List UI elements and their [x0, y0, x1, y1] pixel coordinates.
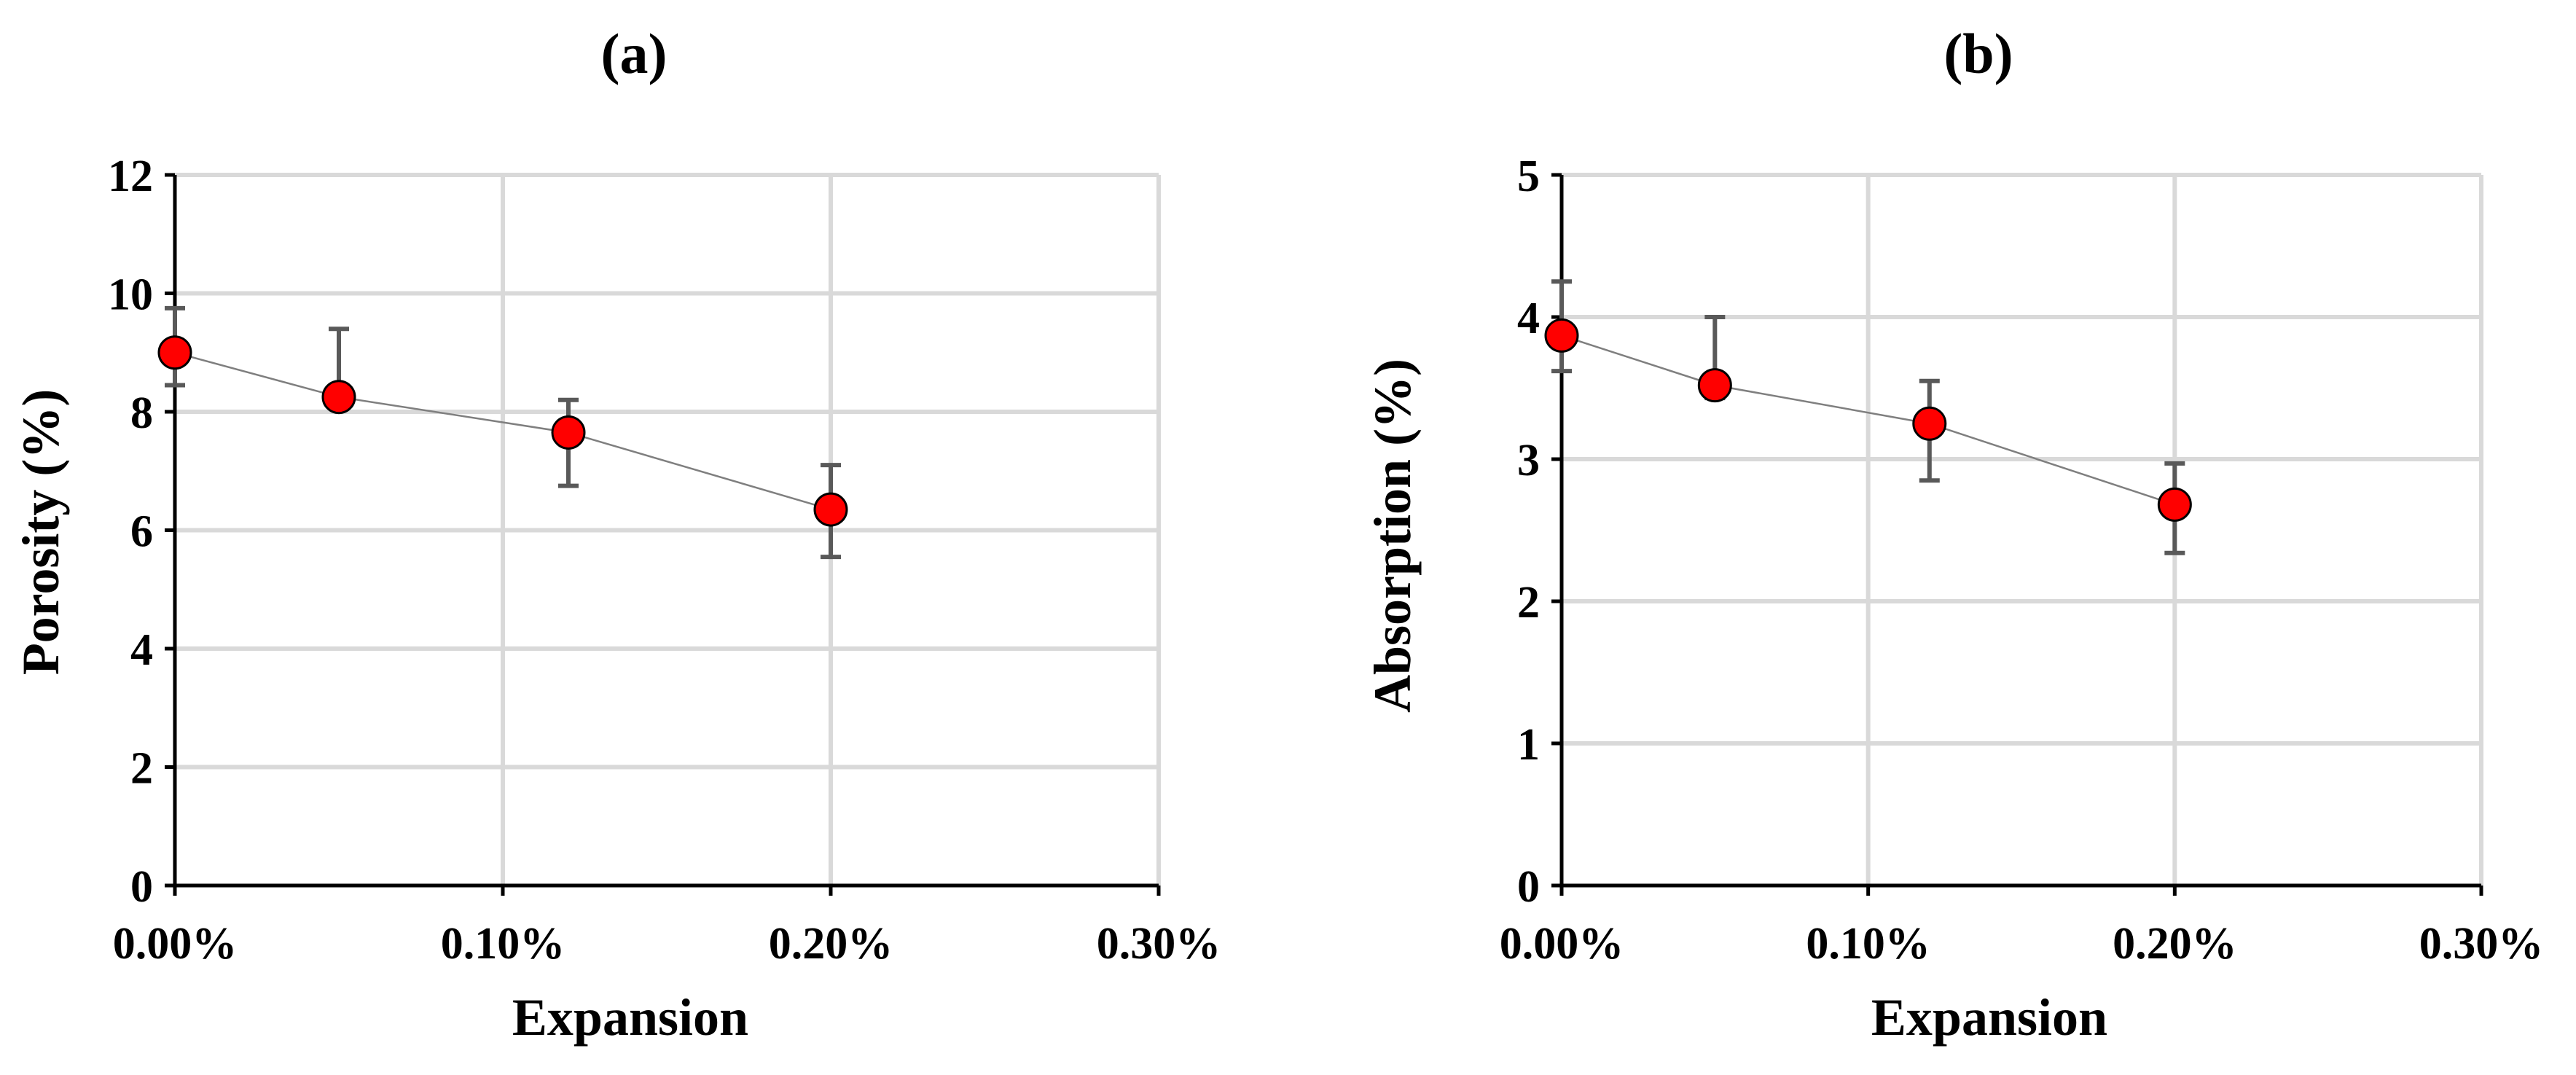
data-point	[2157, 487, 2192, 522]
y-tick-label: 8	[130, 388, 153, 438]
panel-a-x-axis-label: Expansion	[512, 988, 748, 1047]
panel-a-y-ticks: 0 2 4 6 8 10 12	[108, 152, 175, 912]
y-tick-label: 10	[108, 270, 153, 320]
x-tick-label: 0.10%	[1806, 919, 1930, 969]
panel-b-y-ticks: 0 1 2 3 4 5	[1517, 152, 1562, 912]
data-point	[321, 380, 356, 415]
x-tick-label: 0.00%	[113, 919, 238, 969]
y-tick-label: 0	[130, 862, 153, 912]
y-tick-label: 3	[1517, 436, 1540, 485]
panel-b-series	[1544, 279, 2192, 555]
panel-b-grid	[1562, 173, 2483, 886]
y-tick-label: 0	[1517, 862, 1540, 912]
x-tick-label: 0.00%	[1500, 919, 1624, 969]
x-tick-label: 0.20%	[2113, 919, 2237, 969]
data-point	[157, 335, 192, 370]
x-tick-label: 0.20%	[769, 919, 893, 969]
y-tick-label: 4	[1517, 294, 1540, 343]
y-tick-label: 4	[130, 625, 153, 675]
y-tick-label: 12	[108, 152, 153, 201]
panel-a-series	[157, 305, 848, 560]
y-tick-label: 1	[1517, 720, 1540, 770]
data-point	[813, 492, 848, 527]
panel-b-title: (b)	[1943, 22, 2013, 85]
panel-b-x-ticks: 0.00% 0.10% 0.20% 0.30%	[1500, 886, 2544, 969]
y-tick-label: 2	[130, 744, 153, 794]
data-point	[1697, 368, 1732, 403]
data-point	[1544, 318, 1579, 353]
panel-a-x-ticks: 0.00% 0.10% 0.20% 0.30%	[113, 886, 1221, 969]
panel-a-title: (a)	[601, 22, 668, 85]
series-line	[1561, 335, 2175, 506]
x-tick-label: 0.10%	[441, 919, 565, 969]
y-tick-label: 2	[1517, 578, 1540, 628]
y-tick-label: 6	[130, 507, 153, 557]
panel-a-y-axis-label: Porosity (%)	[12, 389, 70, 676]
panel-b-axes	[1559, 175, 2481, 888]
series-line	[174, 351, 831, 511]
x-tick-label: 0.30%	[1097, 919, 1221, 969]
panel-b: (b) 0 1 2 3 4 5 0.00% 0.10% 0.20% 0.30% Expansio…	[1363, 22, 2543, 1047]
panel-a: (a) 0 2 4 6 8 10 12 0.00% 0.10% 0.20% 0.30% Expan…	[12, 22, 1221, 1047]
panel-a-grid	[175, 173, 1161, 886]
panel-b-y-axis-label: Absorption (%)	[1363, 359, 1422, 713]
data-point	[551, 415, 586, 450]
x-tick-label: 0.30%	[2419, 919, 2544, 969]
panel-b-x-axis-label: Expansion	[1871, 988, 2107, 1047]
y-tick-label: 5	[1517, 152, 1540, 201]
data-point	[1912, 406, 1947, 441]
